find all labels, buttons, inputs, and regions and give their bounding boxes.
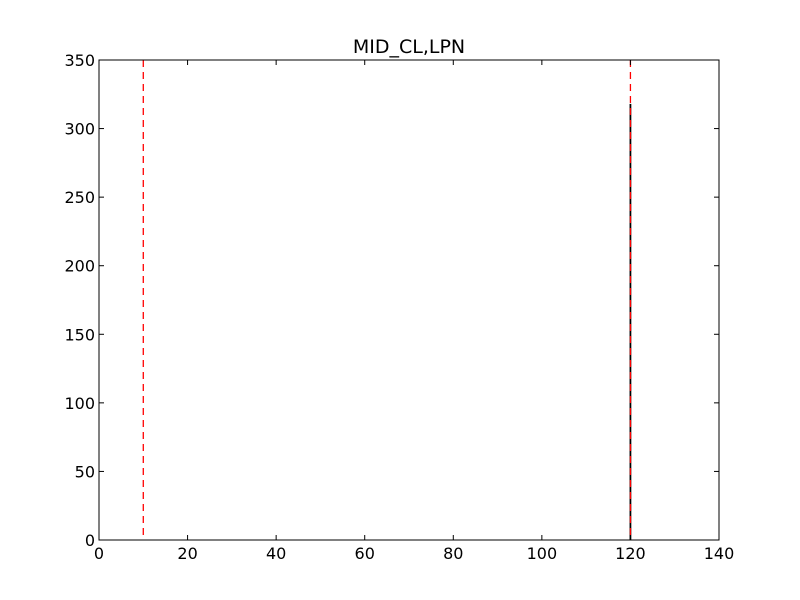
x-tick-label: 0 [94,544,104,563]
y-tick-label: 350 [64,51,95,70]
x-tick-label: 100 [527,544,558,563]
bar-0 [629,103,632,540]
x-tick-label: 140 [704,544,735,563]
x-tick-label: 20 [177,544,197,563]
y-axis: 0 50 100 150 200 250 300 350 [64,51,719,550]
x-tick-label: 80 [443,544,463,563]
y-tick-label: 0 [85,531,95,550]
chart-title: MID_CL,LPN [353,36,465,58]
y-tick-label: 200 [64,257,95,276]
y-tick-label: 300 [64,120,95,139]
plot-frame [98,59,720,541]
plot-content [142,60,632,540]
y-tick-label: 150 [64,325,95,344]
y-tick-label: 100 [64,394,95,413]
x-tick-label: 60 [355,544,375,563]
x-axis: 0 20 40 60 80 100 120 140 [94,60,734,563]
y-tick-label: 50 [75,462,95,481]
x-tick-label: 40 [266,544,286,563]
y-tick-label: 250 [64,188,95,207]
x-tick-label: 120 [615,544,646,563]
